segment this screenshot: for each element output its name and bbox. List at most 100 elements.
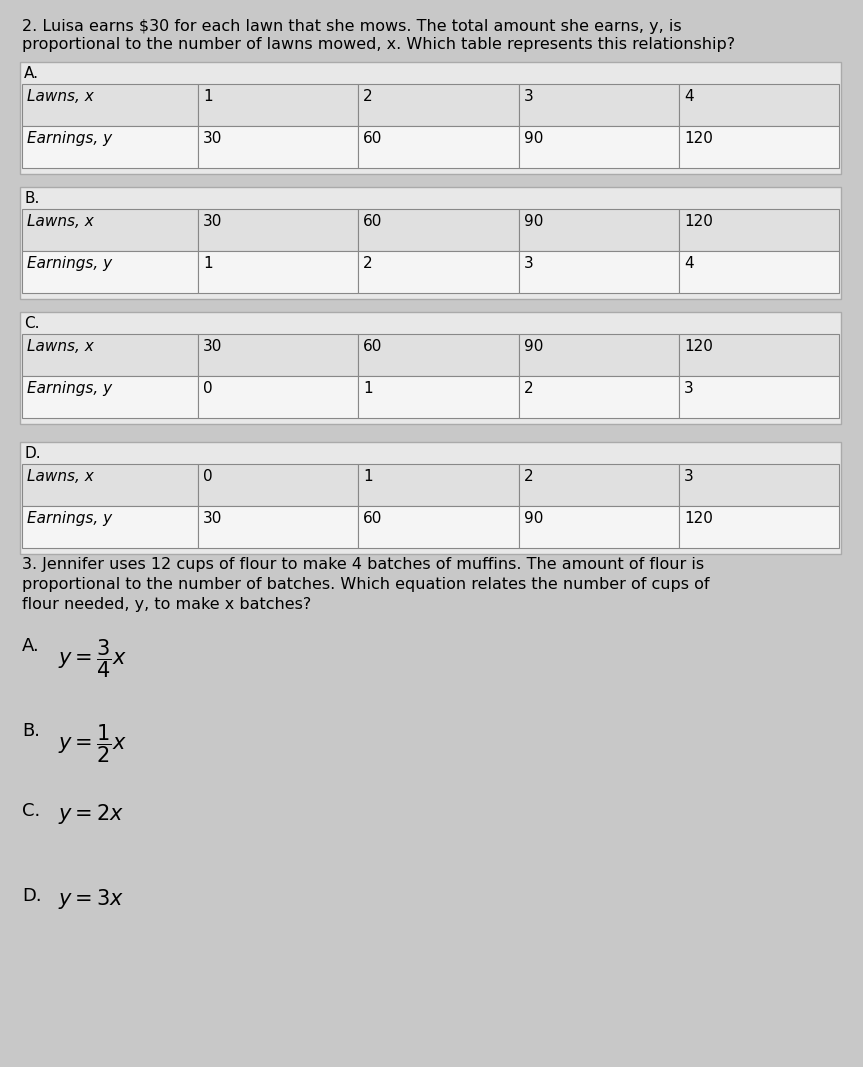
Bar — [519, 84, 679, 126]
Bar — [519, 376, 679, 418]
Bar — [358, 334, 519, 376]
Bar — [358, 251, 519, 293]
Bar — [20, 442, 841, 554]
Bar — [358, 84, 519, 126]
Bar — [198, 209, 358, 251]
Bar — [519, 464, 679, 506]
Bar — [20, 187, 841, 299]
Text: 60: 60 — [363, 131, 382, 146]
Bar — [198, 251, 358, 293]
Bar — [20, 312, 841, 424]
Text: 120: 120 — [683, 511, 713, 526]
Text: 2. Luisa earns $30 for each lawn that she mows. The total amount she earns, y, i: 2. Luisa earns $30 for each lawn that sh… — [22, 19, 682, 34]
Text: Lawns, x: Lawns, x — [27, 469, 94, 484]
Bar — [679, 334, 839, 376]
Text: 1: 1 — [363, 469, 373, 484]
Text: A.: A. — [22, 637, 40, 655]
Text: 2: 2 — [363, 89, 373, 103]
Text: D.: D. — [22, 887, 41, 905]
Bar — [22, 251, 198, 293]
Text: 30: 30 — [203, 339, 223, 354]
Text: 3: 3 — [524, 89, 533, 103]
Bar — [22, 126, 198, 168]
Bar — [198, 376, 358, 418]
Text: 1: 1 — [203, 89, 212, 103]
Text: $y = 3x$: $y = 3x$ — [58, 887, 124, 911]
Text: B.: B. — [22, 722, 40, 740]
Bar — [679, 464, 839, 506]
Bar — [22, 84, 198, 126]
Text: C.: C. — [24, 316, 40, 331]
Bar — [679, 84, 839, 126]
Text: 3: 3 — [683, 469, 694, 484]
Bar — [519, 251, 679, 293]
Text: Lawns, x: Lawns, x — [27, 89, 94, 103]
Text: $y = 2x$: $y = 2x$ — [58, 802, 124, 826]
Text: $y=\dfrac{1}{2}x$: $y=\dfrac{1}{2}x$ — [58, 722, 127, 765]
Text: 60: 60 — [363, 339, 382, 354]
Text: 60: 60 — [363, 214, 382, 229]
Bar — [519, 506, 679, 548]
Bar — [358, 209, 519, 251]
Text: 120: 120 — [683, 339, 713, 354]
Text: 1: 1 — [363, 381, 373, 396]
Text: 3: 3 — [683, 381, 694, 396]
Bar — [679, 126, 839, 168]
Text: 30: 30 — [203, 511, 223, 526]
Bar — [679, 506, 839, 548]
Text: 0: 0 — [203, 381, 212, 396]
Text: 120: 120 — [683, 214, 713, 229]
Text: Earnings, y: Earnings, y — [27, 131, 112, 146]
Text: B.: B. — [24, 191, 40, 206]
Text: 0: 0 — [203, 469, 212, 484]
Bar — [519, 209, 679, 251]
Text: 3: 3 — [524, 256, 533, 271]
Text: 90: 90 — [524, 511, 543, 526]
Text: 90: 90 — [524, 339, 543, 354]
Text: proportional to the number of lawns mowed, x. Which table represents this relati: proportional to the number of lawns mowe… — [22, 37, 735, 52]
Bar — [20, 62, 841, 174]
Text: 4: 4 — [683, 89, 694, 103]
Text: 30: 30 — [203, 214, 223, 229]
Text: 30: 30 — [203, 131, 223, 146]
Text: C.: C. — [22, 802, 41, 821]
Text: proportional to the number of batches. Which equation relates the number of cups: proportional to the number of batches. W… — [22, 577, 709, 592]
Text: 4: 4 — [683, 256, 694, 271]
Bar — [358, 464, 519, 506]
Bar — [679, 376, 839, 418]
Bar — [22, 506, 198, 548]
Text: 120: 120 — [683, 131, 713, 146]
Text: 3. Jennifer uses 12 cups of flour to make 4 batches of muffins. The amount of fl: 3. Jennifer uses 12 cups of flour to mak… — [22, 557, 704, 572]
Bar — [22, 334, 198, 376]
Bar — [519, 126, 679, 168]
Text: 90: 90 — [524, 214, 543, 229]
Bar — [198, 334, 358, 376]
Bar — [358, 126, 519, 168]
Bar — [519, 334, 679, 376]
Text: A.: A. — [24, 66, 39, 81]
Bar — [198, 506, 358, 548]
Bar — [358, 506, 519, 548]
Text: $y=\dfrac{3}{4}x$: $y=\dfrac{3}{4}x$ — [58, 637, 127, 680]
Text: flour needed, y, to make x batches?: flour needed, y, to make x batches? — [22, 598, 312, 612]
Text: Lawns, x: Lawns, x — [27, 214, 94, 229]
Bar — [198, 84, 358, 126]
Bar — [22, 209, 198, 251]
Text: Earnings, y: Earnings, y — [27, 381, 112, 396]
Bar — [198, 126, 358, 168]
Text: Lawns, x: Lawns, x — [27, 339, 94, 354]
Text: 90: 90 — [524, 131, 543, 146]
Text: D.: D. — [24, 446, 41, 461]
Text: 60: 60 — [363, 511, 382, 526]
Bar — [679, 251, 839, 293]
Text: 2: 2 — [524, 469, 533, 484]
Bar — [198, 464, 358, 506]
Text: 1: 1 — [203, 256, 212, 271]
Bar — [358, 376, 519, 418]
Text: Earnings, y: Earnings, y — [27, 511, 112, 526]
Text: 2: 2 — [363, 256, 373, 271]
Bar — [22, 464, 198, 506]
Bar — [22, 376, 198, 418]
Bar — [679, 209, 839, 251]
Text: 2: 2 — [524, 381, 533, 396]
